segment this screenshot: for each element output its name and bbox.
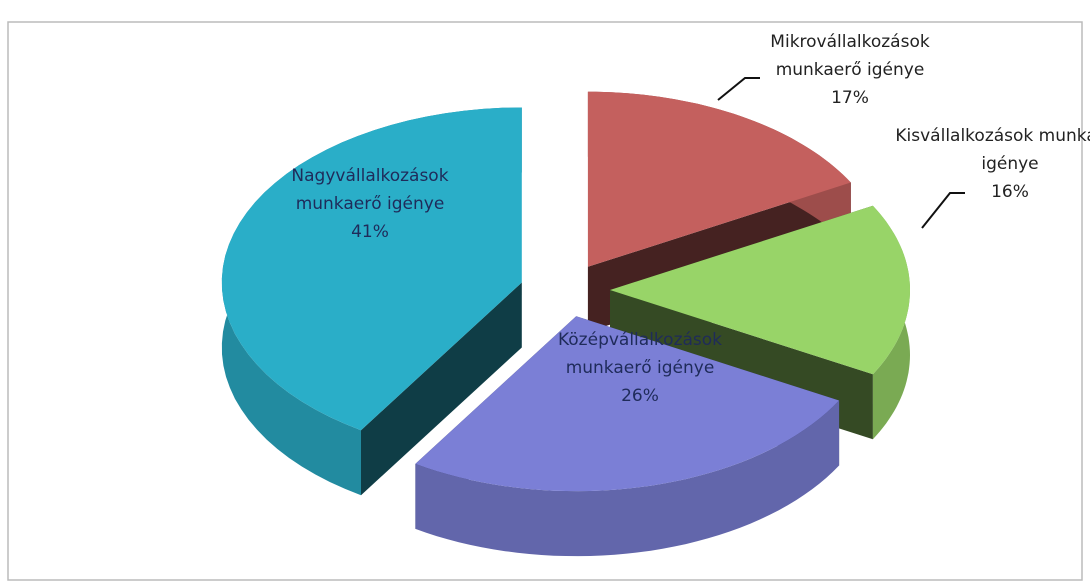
category-label: Középvállalkozások munkaerő igénye — [557, 330, 723, 378]
leader-line — [717, 77, 760, 101]
slice-label: Mikrovállalkozások munkaerő igénye 17% — [730, 28, 970, 112]
category-label: Kisvállalkozások munkaerő igénye — [895, 126, 1090, 174]
slice — [610, 205, 910, 375]
slice-side — [415, 400, 840, 557]
value-label: 26% — [621, 386, 659, 406]
slice — [221, 107, 522, 431]
slice — [587, 91, 851, 267]
value-label: 41% — [351, 222, 389, 242]
leader-line — [921, 192, 965, 229]
value-label: 16% — [991, 182, 1029, 202]
category-label: Mikrovállalkozások munkaerő igénye — [770, 32, 930, 80]
slice-label: Nagyvállalkozások munkaerő igénye 41% — [250, 162, 490, 246]
slice-label: Középvállalkozások munkaerő igénye 26% — [520, 326, 760, 410]
value-label: 17% — [831, 88, 869, 108]
slice-cut-wall — [361, 282, 522, 496]
slice — [415, 316, 840, 492]
category-label: Nagyvállalkozások munkaerő igénye — [291, 166, 449, 214]
slice-label: Kisvállalkozások munkaerő igénye 16% — [890, 122, 1090, 206]
